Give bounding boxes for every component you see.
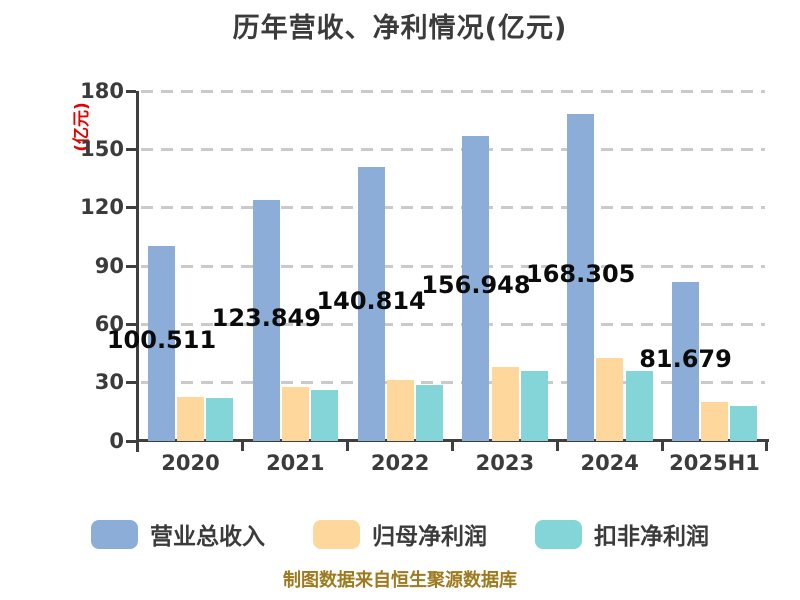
chart-title: 历年营收、净利情况(亿元) [232, 13, 568, 44]
legend-item-扣非净利润: 扣非净利润 [535, 517, 709, 551]
bar-营业总收入-2023 [462, 135, 490, 441]
value-label-2023: 156.948 [421, 271, 531, 300]
x-tick-mark [660, 440, 664, 451]
bar-扣非净利润-2022 [416, 384, 443, 441]
y-tick-label: 90 [94, 253, 124, 278]
bar-归母净利润-2021 [282, 386, 309, 441]
legend-swatch-icon [535, 519, 582, 549]
x-tick-label-2023: 2023 [475, 451, 535, 475]
y-tick-mark [126, 439, 136, 443]
y-tick-mark [126, 89, 136, 93]
x-tick-mark [765, 440, 768, 451]
legend-label: 扣非净利润 [594, 524, 709, 550]
bar-扣非净利润-2025H1 [730, 406, 758, 441]
bar-扣非净利润-2020 [206, 398, 234, 441]
legend-swatch-icon [91, 519, 138, 549]
y-tick-mark [126, 264, 136, 268]
y-tick-label: 0 [109, 428, 124, 453]
value-label-2021: 123.849 [211, 303, 321, 332]
gridline-y-90 [141, 264, 765, 268]
x-tick-label-2021: 2021 [266, 451, 325, 475]
bar-扣非净利润-2024 [625, 371, 653, 441]
value-label-2020: 100.511 [106, 326, 217, 355]
bar-营业总收入-2020 [148, 245, 175, 441]
value-label-2024: 168.305 [526, 260, 636, 289]
x-tick-label-2022: 2022 [370, 451, 430, 475]
legend-label: 归母净利润 [372, 524, 487, 550]
legend-item-营业总收入: 营业总收入 [91, 517, 265, 551]
gridline-y-30 [141, 381, 765, 385]
x-tick-mark [241, 440, 245, 451]
legend-label: 营业总收入 [150, 524, 265, 550]
bar-营业总收入-2025H1 [672, 282, 699, 441]
legend-swatch-icon [313, 519, 360, 549]
x-tick-mark [450, 440, 454, 451]
gridline-y-60 [141, 322, 765, 326]
x-tick-mark [555, 440, 559, 451]
legend-item-归母净利润: 归母净利润 [313, 517, 487, 551]
bar-扣非净利润-2023 [520, 371, 548, 441]
value-label-2025H1: 81.679 [639, 344, 732, 373]
x-tick-label-2024: 2024 [580, 451, 639, 475]
bar-归母净利润-2020 [177, 397, 205, 441]
y-tick-label: 180 [80, 78, 124, 103]
bar-归母净利润-2024 [596, 358, 624, 441]
bar-营业总收入-2021 [252, 200, 280, 441]
bar-营业总收入-2024 [567, 113, 595, 441]
value-label-2022: 140.814 [316, 287, 426, 316]
gridline-y-120 [141, 206, 765, 210]
bar-扣非净利润-2021 [311, 390, 339, 441]
y-tick-mark [126, 206, 136, 210]
x-tick-label-2025H1: 2025H1 [669, 451, 760, 475]
y-tick-label: 120 [80, 195, 124, 220]
bar-归母净利润-2025H1 [701, 402, 729, 441]
y-tick-label: 150 [80, 136, 124, 161]
gridline-y-150 [141, 147, 765, 151]
bar-营业总收入-2022 [357, 167, 385, 441]
gridline-y-180 [141, 89, 765, 93]
bar-归母净利润-2023 [491, 367, 519, 441]
bar-归母净利润-2022 [386, 379, 414, 441]
y-tick-mark [126, 322, 136, 326]
y-tick-label: 60 [94, 311, 124, 336]
y-tick-label: 30 [94, 370, 124, 395]
plot-area: 0 30 60 90 120 150 180 100.511 2020 123.849 2021 14… [80, 80, 769, 475]
legend: 营业总收入 归母净利润 扣非净利润 [0, 517, 800, 551]
y-tick-mark [126, 147, 136, 151]
data-source-note: 制图数据来自恒生聚源数据库 [283, 570, 517, 591]
x-tick-label-2020: 2020 [161, 451, 220, 475]
y-axis-line [136, 91, 139, 452]
x-tick-mark [346, 440, 350, 451]
y-tick-mark [126, 381, 136, 385]
